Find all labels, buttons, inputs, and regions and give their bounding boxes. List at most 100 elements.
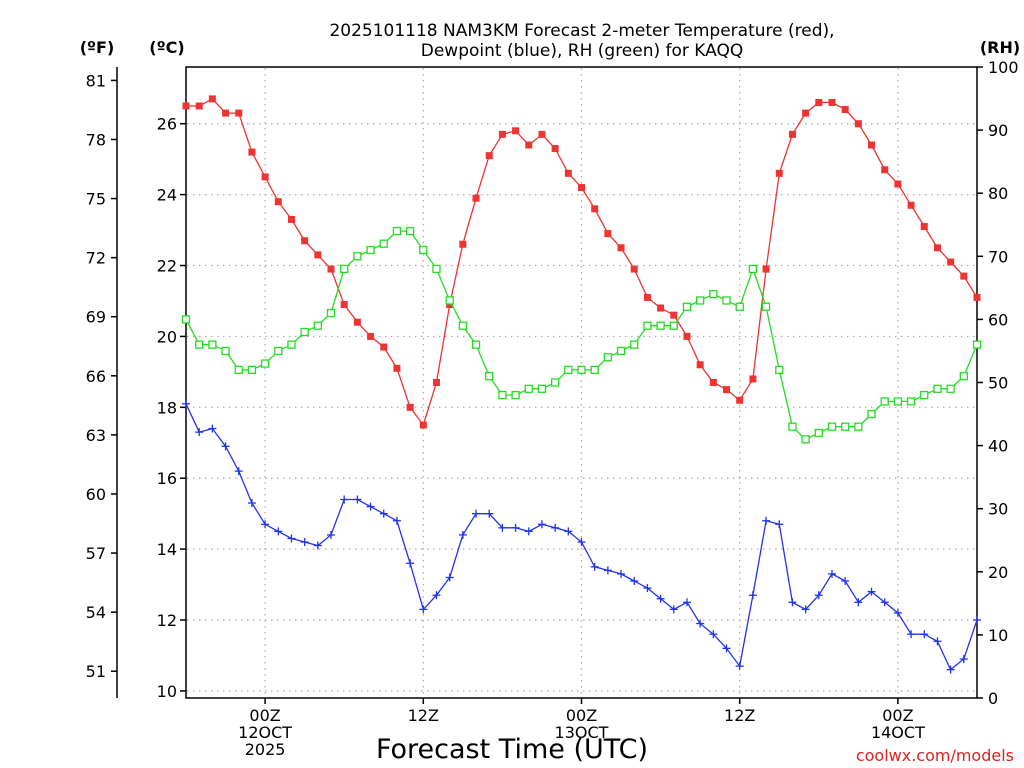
fahrenheit-tick-label: 60 (86, 485, 106, 504)
fahrenheit-unit-label: (ºF) (80, 38, 115, 57)
celsius-tick-label: 10 (157, 682, 177, 701)
dewpoint-point (735, 662, 744, 671)
celsius-unit-label: (ºC) (149, 38, 184, 57)
rh-point (208, 340, 217, 349)
rh-point (920, 390, 929, 400)
temperature-point (367, 332, 375, 340)
celsius-tick-label: 12 (157, 611, 177, 630)
temperature-point (617, 244, 625, 252)
dewpoint-point (524, 527, 533, 536)
dewpoint-point (933, 637, 942, 646)
dewpoint-point (261, 520, 270, 529)
dewpoint-point (709, 630, 718, 639)
temperature-point (947, 258, 955, 266)
rh-point (867, 409, 876, 419)
temperature-point (195, 102, 203, 110)
rh-point (524, 384, 533, 393)
temperature-point (287, 215, 295, 223)
dewpoint-point (973, 616, 981, 625)
dewpoint-point (313, 541, 322, 550)
temperature-point (472, 194, 480, 202)
dewpoint-point (564, 527, 573, 536)
dewpoint-point (893, 608, 902, 617)
dewpoint-point (959, 655, 968, 664)
rh-point (458, 321, 468, 330)
rh-tick-label: 100 (988, 58, 1019, 77)
temperature-point (564, 169, 572, 177)
rh-point (788, 422, 797, 431)
rh-point (669, 321, 678, 330)
temperature-point (854, 120, 862, 128)
temperature-point (432, 379, 440, 386)
temperature-point (578, 184, 585, 192)
rh-point (419, 245, 428, 255)
rh-point (550, 378, 560, 387)
dewpoint-point (406, 559, 415, 568)
temperature-line (186, 98, 978, 427)
temperature-point (894, 180, 902, 188)
temperature-point (380, 343, 388, 351)
temperature-point (498, 130, 506, 138)
rh-tick-label: 60 (988, 310, 1008, 329)
dewpoint-point (841, 577, 850, 586)
rh-tick-label: 20 (988, 563, 1008, 582)
temperature-point (973, 293, 981, 301)
rh-point (827, 422, 837, 431)
dewpoint-point (630, 577, 639, 586)
dewpoint-point (392, 516, 401, 525)
dewpoint-point (801, 605, 810, 614)
rh-point (959, 372, 968, 381)
temperature-point (353, 318, 361, 326)
dewpoint-point (880, 598, 889, 607)
dewpoint-point (419, 605, 428, 614)
dewpoint-point (432, 591, 441, 600)
temperature-point (788, 130, 796, 138)
dewpoint-point (643, 584, 652, 593)
dewpoint-point (195, 428, 204, 437)
dewpoint-point (748, 591, 757, 600)
rh-point (340, 264, 349, 274)
rh-point (485, 372, 494, 381)
rh-point (906, 397, 916, 406)
dewpoint-point (577, 538, 586, 547)
dewpoint-point (946, 665, 955, 674)
dewpoint-point (327, 530, 336, 539)
rh-point (590, 365, 599, 375)
temperature-point (459, 240, 467, 248)
rh-unit-label: (RH) (980, 38, 1020, 57)
fahrenheit-tick-label: 75 (86, 190, 106, 209)
dewpoint-point (907, 630, 916, 639)
fahrenheit-tick-label: 66 (86, 367, 106, 386)
rh-point (366, 245, 375, 255)
rh-series (181, 226, 982, 444)
temperature-point (815, 98, 823, 106)
temperature-point (208, 95, 216, 103)
dewpoint-point (234, 467, 243, 476)
fahrenheit-tick-label: 57 (86, 544, 106, 563)
temperature-point (802, 109, 810, 117)
rh-point (801, 435, 810, 444)
temperature-point (314, 251, 322, 259)
rh-point (392, 226, 402, 236)
fahrenheit-tick-label: 54 (86, 603, 106, 622)
temperature-point (604, 230, 612, 238)
rh-point (972, 340, 982, 349)
dewpoint-point (485, 509, 494, 518)
rh-point (221, 346, 230, 356)
rh-tick-label: 40 (988, 437, 1008, 456)
time-tick-label: 12OCT (238, 723, 292, 742)
temperature-point (960, 272, 968, 280)
rh-point (326, 308, 336, 318)
rh-point (775, 365, 784, 375)
temperature-point (841, 106, 849, 114)
dewpoint-point (656, 594, 665, 603)
rh-point (498, 390, 507, 400)
temperature-point (235, 109, 243, 117)
dewpoint-point (445, 573, 454, 582)
rh-point (511, 390, 520, 400)
temperature-point (643, 293, 651, 301)
rh-point (643, 321, 652, 330)
dewpoint-point (617, 569, 626, 578)
dewpoint-point (603, 566, 612, 575)
temperature-point (775, 169, 783, 177)
